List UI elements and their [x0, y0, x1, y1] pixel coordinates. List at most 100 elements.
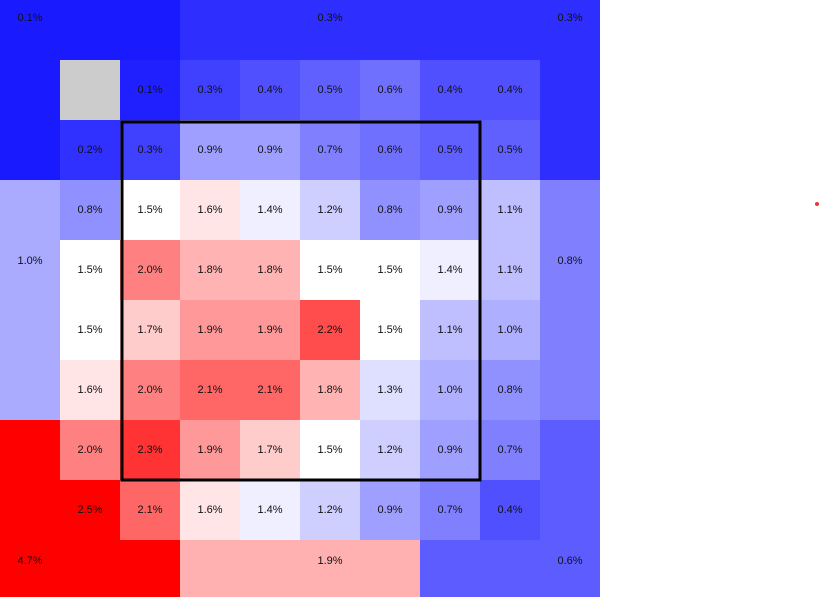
outer-zone-top-left [0, 120, 60, 180]
outer-zone-top [240, 0, 300, 60]
outer-zone-label-right: 0.8% [557, 255, 582, 267]
cell-value-label: 0.2% [77, 144, 102, 156]
cell-value-label: 2.0% [137, 384, 162, 396]
cell-value-label: 0.4% [437, 84, 462, 96]
cell-value-label: 2.2% [317, 324, 342, 336]
outer-zone-label-left: 1.0% [17, 255, 42, 267]
cell-value-label: 0.8% [497, 384, 522, 396]
heatmap-cell [60, 180, 120, 240]
outer-zone-bottom-left [120, 540, 180, 597]
cell-value-label: 2.1% [257, 384, 282, 396]
heatmap-cell [180, 180, 240, 240]
heatmap-cell [300, 480, 360, 540]
heatmap-cell [480, 120, 540, 180]
cell-value-label: 2.1% [137, 504, 162, 516]
heatmap-cell [240, 420, 300, 480]
heatmap-cell [180, 300, 240, 360]
outer-zone-bottom [360, 540, 420, 597]
heatmap-cell [180, 120, 240, 180]
cell-value-label: 1.8% [257, 264, 282, 276]
cell-value-label: 1.2% [317, 504, 342, 516]
cell-value-label: 1.4% [257, 504, 282, 516]
cell-value-label: 0.3% [137, 144, 162, 156]
outer-zone-bottom-left [0, 420, 60, 480]
heatmap-cell [300, 420, 360, 480]
outer-zone-top [300, 0, 360, 60]
heatmap-cell [120, 480, 180, 540]
cell-value-label: 1.2% [377, 444, 402, 456]
cell-value-label: 0.9% [377, 504, 402, 516]
cell-value-label: 1.1% [497, 264, 522, 276]
outer-zone-right [540, 180, 600, 240]
heatmap-cell [180, 60, 240, 120]
heatmap-cell [480, 420, 540, 480]
outer-zone-label-bottom-right: 0.6% [557, 555, 582, 567]
heatmap-cell [240, 120, 300, 180]
heatmap-cell [120, 120, 180, 180]
cell-value-label: 1.5% [377, 324, 402, 336]
heatmap-cell [120, 360, 180, 420]
cell-value-label: 0.9% [197, 144, 222, 156]
cell-value-label: 1.6% [77, 384, 102, 396]
strike-zone-outline [120, 120, 482, 482]
heatmap-cell [480, 240, 540, 300]
red-dot-marker [815, 202, 819, 206]
cell-value-label: 1.7% [137, 324, 162, 336]
heatmap-cell [120, 60, 180, 120]
cell-value-label: 0.1% [137, 84, 162, 96]
cell-value-label: 0.8% [77, 204, 102, 216]
heatmap-cell [420, 60, 480, 120]
outer-zone-label-bottom: 1.9% [317, 555, 342, 567]
cell-value-label: 1.3% [377, 384, 402, 396]
outer-zone-top [360, 0, 420, 60]
heatmap-cell [240, 300, 300, 360]
outer-zone-bottom-left [0, 480, 60, 540]
heatmap-cell [480, 180, 540, 240]
cell-value-label: 2.0% [137, 264, 162, 276]
heatmap-cell [240, 240, 300, 300]
outer-zone-bottom [240, 540, 300, 597]
heatmap-cell [300, 360, 360, 420]
outer-zone-label-top-left: 0.1% [17, 12, 42, 24]
heatmap-cell [420, 360, 480, 420]
heatmap-cell [360, 120, 420, 180]
cell-value-label: 1.8% [317, 384, 342, 396]
heatmap-cell [120, 180, 180, 240]
heatmap-cell [480, 480, 540, 540]
cell-value-label: 1.7% [257, 444, 282, 456]
outer-zone-label-top: 0.3% [317, 12, 342, 24]
outer-zone-bottom-right [540, 540, 600, 597]
heatmap-cell [420, 420, 480, 480]
heatmap-cell [120, 420, 180, 480]
cell-value-label: 1.1% [437, 324, 462, 336]
outer-zone-top [180, 0, 240, 60]
outer-zone-top-right [480, 0, 540, 60]
cell-value-label: 1.4% [257, 204, 282, 216]
cell-value-label: 0.4% [497, 84, 522, 96]
heatmap-cell [180, 420, 240, 480]
cell-value-label: 0.6% [377, 84, 402, 96]
cell-value-label: 0.4% [257, 84, 282, 96]
heatmap-cell [60, 300, 120, 360]
cell-value-label: 0.9% [257, 144, 282, 156]
heatmap-cell [480, 300, 540, 360]
cell-value-label: 1.9% [197, 324, 222, 336]
outer-zone-bottom-right [420, 540, 480, 597]
heatmap-cell [300, 120, 360, 180]
outer-zone-label-top-right: 0.3% [557, 12, 582, 24]
heatmap-cell [180, 360, 240, 420]
heatmap-cell [360, 60, 420, 120]
heatmap-cell [360, 480, 420, 540]
outer-zone-top-left [0, 60, 60, 120]
cell-value-label: 0.9% [437, 204, 462, 216]
outer-zone-left [0, 360, 60, 420]
heatmap-cell [420, 120, 480, 180]
cell-value-label: 1.4% [437, 264, 462, 276]
outer-zone-top-right [540, 60, 600, 120]
outer-zone-top-left [60, 0, 120, 60]
outer-zone-top-right [540, 120, 600, 180]
heatmap-cell [60, 420, 120, 480]
cell-value-label: 0.7% [317, 144, 342, 156]
cell-value-label: 1.1% [497, 204, 522, 216]
cell-value-label: 2.0% [77, 444, 102, 456]
